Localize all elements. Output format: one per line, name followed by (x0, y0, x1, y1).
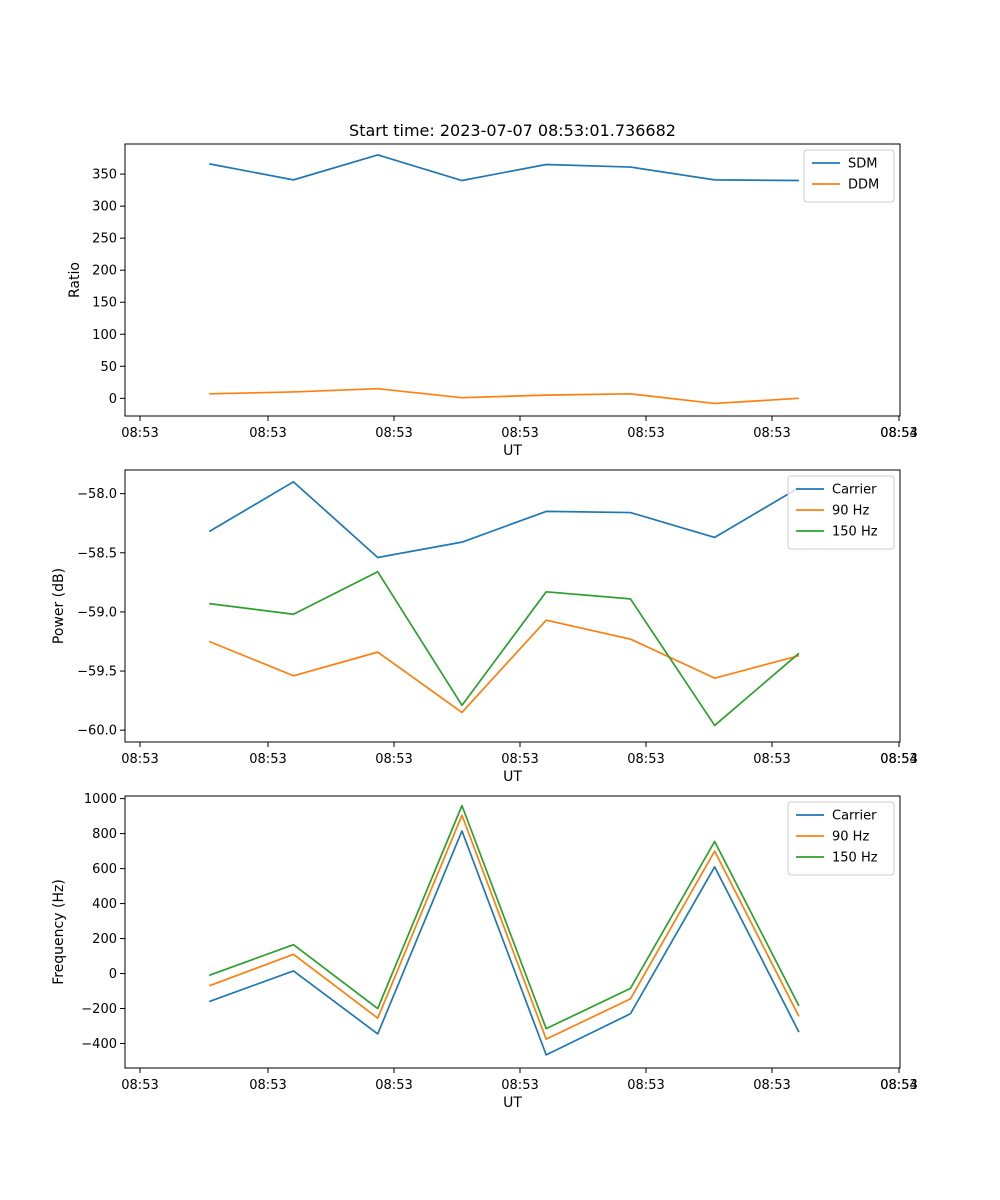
y-tick-label: −200 (81, 1002, 117, 1017)
x-tick-label: 08:53 (627, 426, 664, 441)
x-tick-label: 08:53 (121, 752, 158, 767)
legend: Carrier 90 Hz 150 Hz (787, 801, 895, 876)
series-line-150-hz (209, 570, 800, 727)
legend-label: Carrier (832, 809, 877, 824)
x-tick-label: 08:53 (880, 1078, 917, 1093)
legend-label: Carrier (832, 483, 877, 498)
chart-panel-3: 08:53 08:53 08:53 08:53 08:53 08:53 08:5308:54… (51, 792, 918, 1111)
y-tick-label: 100 (92, 328, 117, 343)
chart-panels: 08:53 08:53 08:53 08:53 08:53 08:53 08:5308:54… (51, 143, 918, 1111)
legend-label: SDM (848, 157, 877, 172)
y-tick-label: −400 (81, 1037, 117, 1052)
y-tick-label: 200 (92, 264, 117, 279)
axes-frame (124, 469, 901, 743)
x-tick-label: 08:53 (753, 1078, 790, 1093)
y-tick-label: 1000 (84, 792, 117, 807)
y-axis-label: Frequency (Hz) (51, 879, 67, 985)
legend-label: 150 Hz (832, 851, 878, 866)
x-axis-label: UT (503, 1095, 522, 1111)
x-tick-label: 08:53 (501, 426, 538, 441)
series-line-90-hz (208, 814, 800, 1040)
chart-panel-1: 08:53 08:53 08:53 08:53 08:53 08:53 08:5308:54… (67, 143, 918, 459)
x-tick-label: 08:54 (880, 1078, 917, 1093)
series-line-90-hz (208, 619, 800, 714)
axes-frame (124, 795, 901, 1069)
x-tick-label: 08:53 (375, 1078, 412, 1093)
x-tick-label: 08:53 (375, 752, 412, 767)
series-line-sdm (209, 154, 799, 182)
y-tick-label: 250 (92, 232, 117, 247)
figure-title: Start time: 2023-07-07 08:53:01.736682 (349, 121, 676, 140)
series-line-150-hz (208, 804, 800, 1030)
legend: SDM DDM (803, 149, 895, 203)
y-tick-label: 150 (92, 296, 117, 311)
x-tick-label: 08:54 (880, 426, 917, 441)
x-axis-label: UT (503, 443, 522, 459)
x-tick-label: 08:53 (753, 426, 790, 441)
y-tick-label: −58.5 (77, 546, 117, 561)
y-tick-label: 300 (92, 200, 117, 215)
x-tick-label: 08:53 (501, 752, 538, 767)
x-tick-label: 08:53 (121, 426, 158, 441)
y-axis-label: Power (dB) (51, 568, 67, 644)
y-tick-label: 0 (109, 967, 117, 982)
x-tick-label: 08:54 (880, 752, 917, 767)
x-tick-label: 08:53 (121, 1078, 158, 1093)
y-tick-label: 400 (92, 897, 117, 912)
x-tick-label: 08:53 (627, 752, 664, 767)
legend-label: 90 Hz (832, 504, 869, 519)
x-tick-label: 08:53 (880, 426, 917, 441)
y-tick-label: 600 (92, 862, 117, 877)
series-line-carrier (208, 480, 800, 559)
x-tick-label: 08:53 (249, 1078, 286, 1093)
x-tick-label: 08:53 (501, 1078, 538, 1093)
series-line-carrier (208, 830, 800, 1056)
y-tick-label: 350 (92, 168, 117, 183)
y-tick-label: 200 (92, 932, 117, 947)
x-tick-label: 08:53 (249, 752, 286, 767)
y-axis-label: Ratio (67, 262, 83, 298)
y-tick-label: −59.5 (77, 665, 117, 680)
series-line-ddm (209, 387, 799, 405)
x-tick-label: 08:53 (880, 752, 917, 767)
legend-label: 150 Hz (832, 525, 878, 540)
y-tick-label: −60.0 (77, 724, 117, 739)
axes-frame (124, 143, 901, 417)
x-axis-label: UT (503, 769, 522, 785)
legend: Carrier 90 Hz 150 Hz (787, 475, 895, 550)
x-tick-label: 08:53 (249, 426, 286, 441)
y-tick-label: −58.0 (77, 487, 117, 502)
x-tick-label: 08:53 (627, 1078, 664, 1093)
y-tick-label: −59.0 (77, 605, 117, 620)
x-tick-label: 08:53 (753, 752, 790, 767)
y-tick-label: 0 (109, 392, 117, 407)
legend-label: 90 Hz (832, 830, 869, 845)
y-tick-label: 800 (92, 827, 117, 842)
x-tick-label: 08:53 (375, 426, 412, 441)
y-tick-label: 50 (100, 360, 117, 375)
legend-label: DDM (848, 178, 879, 193)
chart-panel-2: 08:53 08:53 08:53 08:53 08:53 08:53 08:5308:54… (51, 469, 918, 785)
